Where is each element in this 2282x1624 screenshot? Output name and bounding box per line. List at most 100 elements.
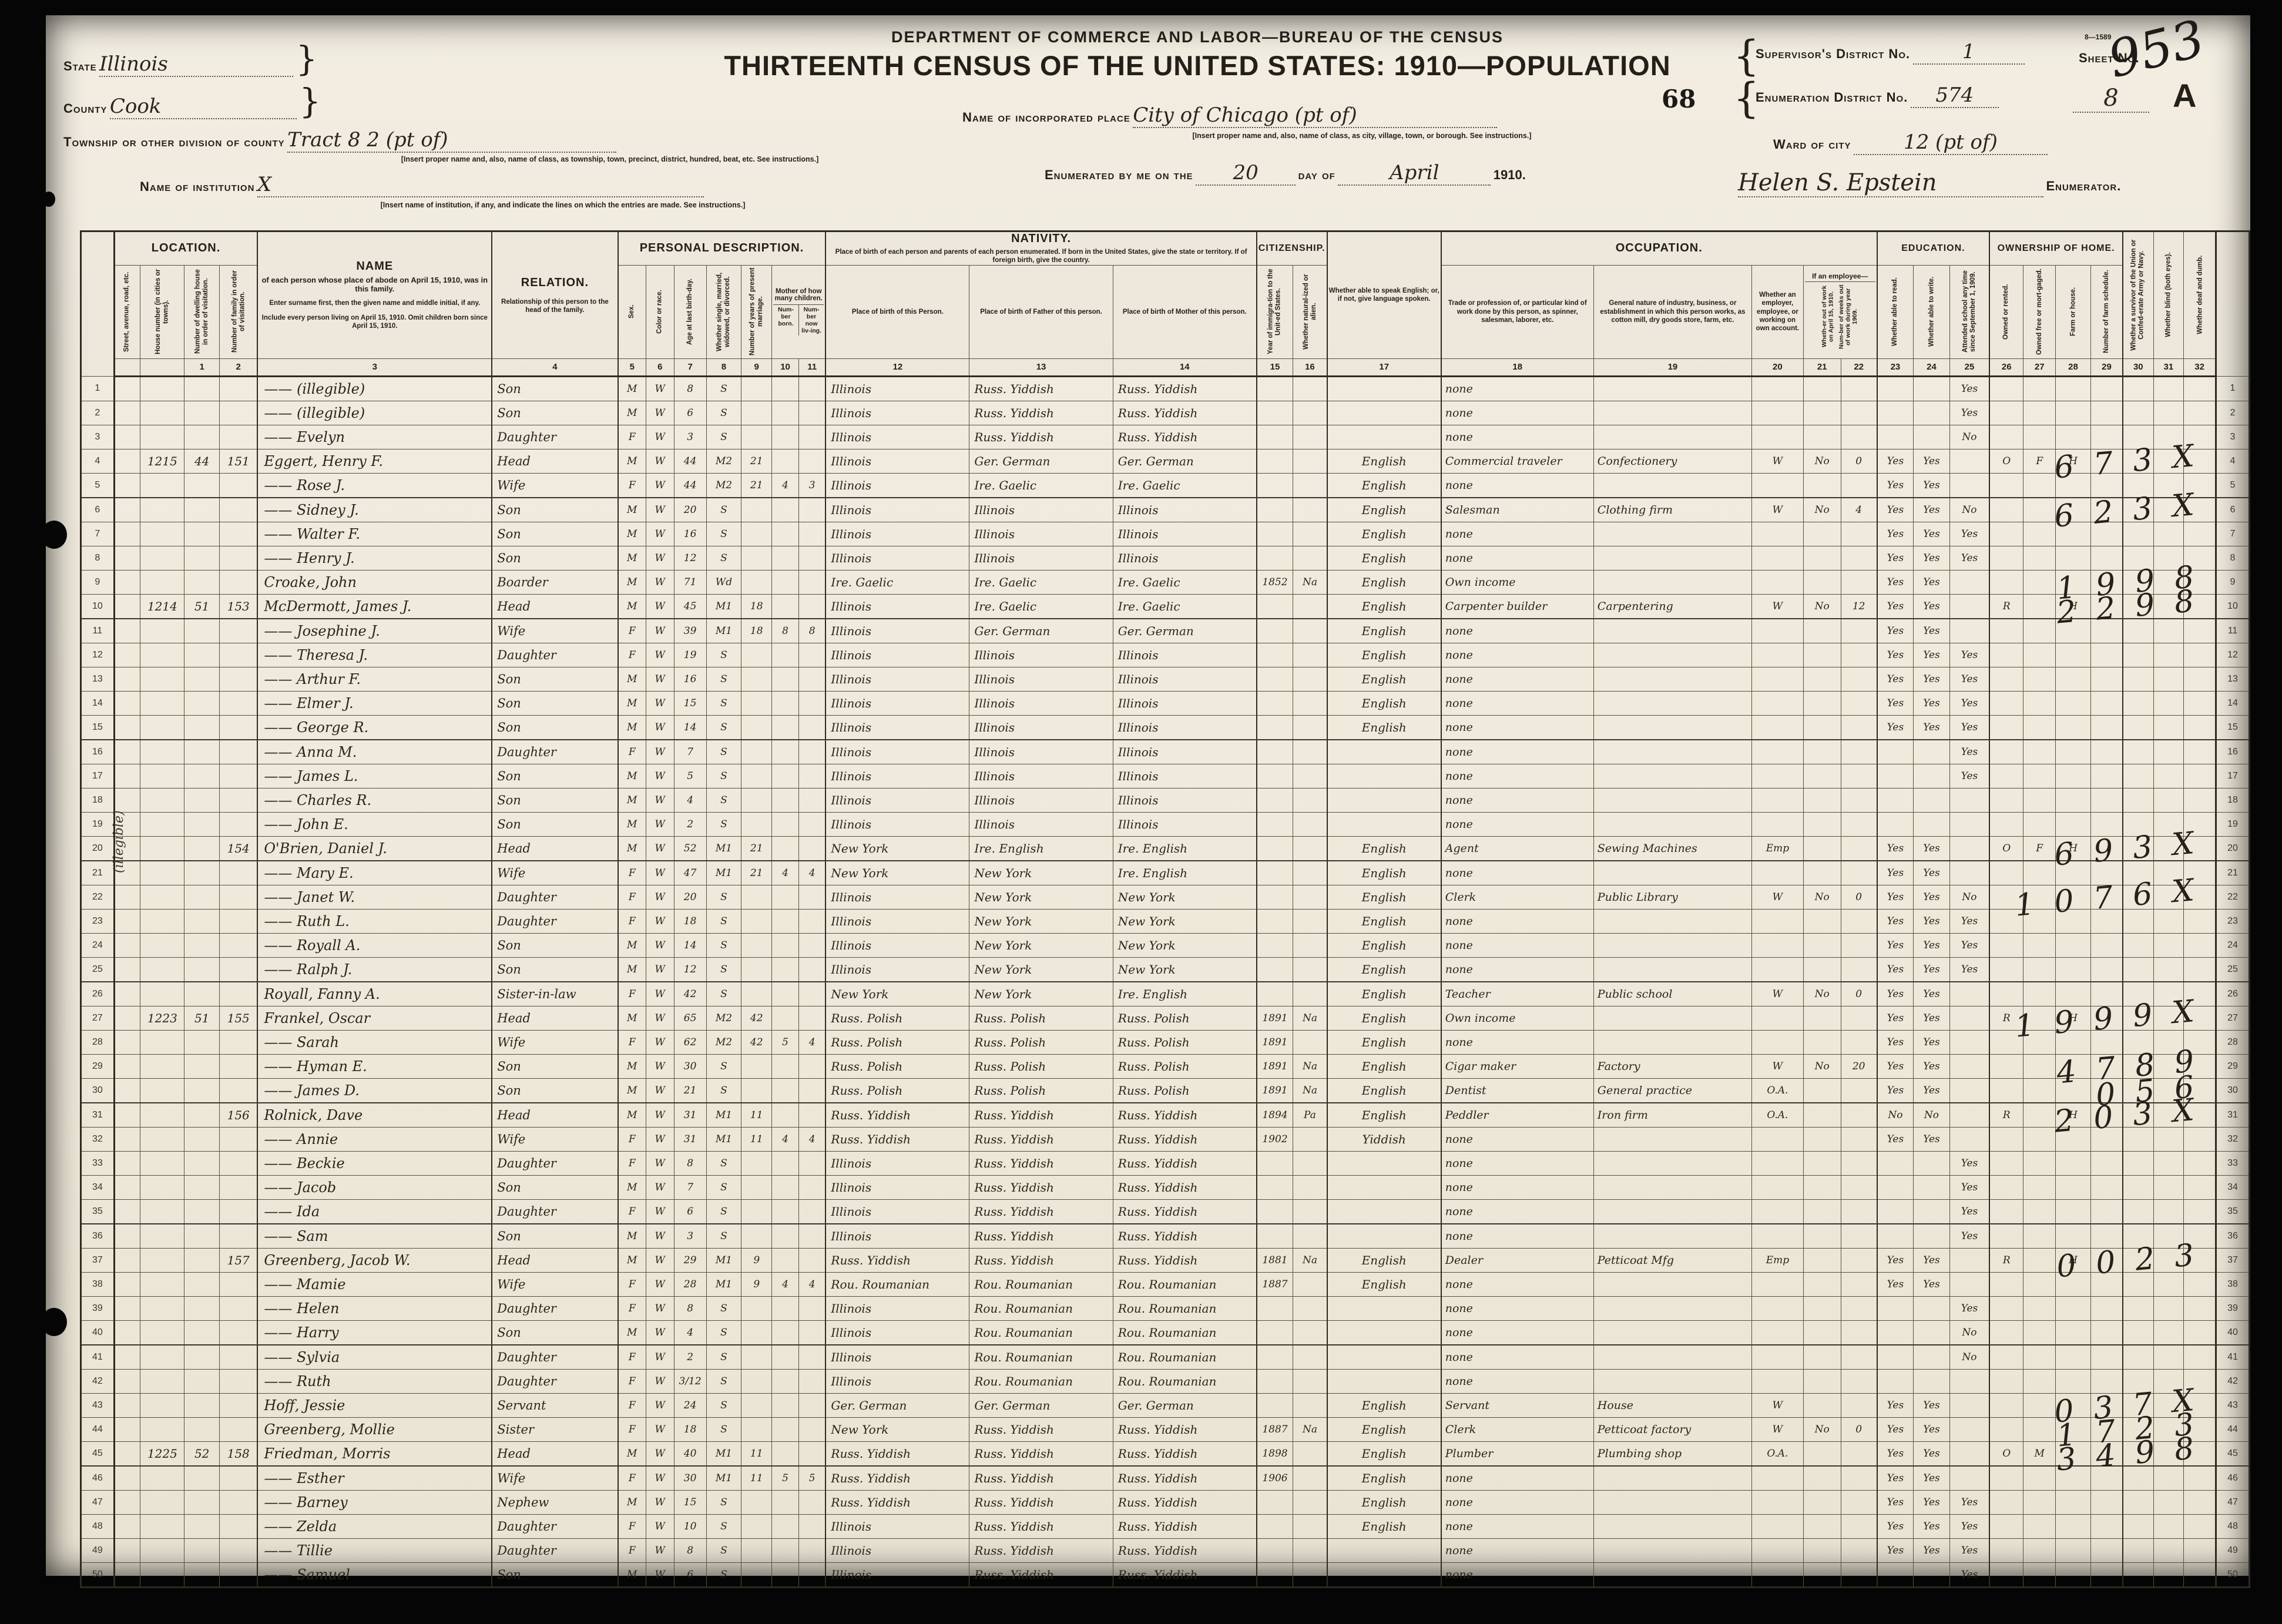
cell-im (1256, 448, 1294, 474)
cell-hn (140, 714, 185, 740)
cell-rl: Daughter (491, 739, 619, 764)
cell-rd (1876, 763, 1914, 788)
cell-cl (798, 1344, 826, 1370)
cell-oc: none (1440, 1538, 1594, 1563)
cell-hn (140, 1296, 185, 1321)
cell-nm: —— Tillie (257, 1538, 492, 1563)
cell-lg: Yiddish (1326, 1126, 1442, 1152)
cell-cb (771, 690, 800, 716)
cell-fs (2090, 1126, 2123, 1152)
cell-lg (1326, 763, 1442, 788)
row-number-left: 13 (80, 666, 115, 692)
cell-im (1256, 593, 1294, 619)
cell-ow (1803, 690, 1841, 716)
cell-oh (1989, 1029, 2024, 1055)
cell-bl (2153, 618, 2184, 643)
cell-rd: Yes (1876, 1441, 1914, 1467)
cell-dd (2183, 1271, 2217, 1297)
cell-oh (1989, 981, 2024, 1006)
cell-sx: F (617, 1150, 646, 1176)
row-number-left: 18 (80, 787, 115, 813)
cell-st (113, 1150, 141, 1176)
cell-wr: Yes (1913, 569, 1950, 595)
cell-sc (1949, 1441, 1990, 1467)
row-number-right: 31 (2214, 1102, 2251, 1128)
cell-wk: 20 (1840, 1053, 1878, 1079)
cell-mb: Ger. German (1112, 1393, 1257, 1418)
cell-hn: 1215 (140, 448, 185, 474)
row-number-left: 33 (80, 1150, 115, 1176)
census-row-6: 6 —— Sidney J. Son M W 20 S Illinois Illinois Ill… (80, 485, 2251, 535)
cell-in (1593, 1489, 1753, 1515)
cell-oh (1989, 642, 2024, 667)
cell-ym (741, 1150, 773, 1176)
cell-ag: 20 (673, 884, 707, 910)
cell-em (1751, 739, 1804, 764)
cell-mb: New York (1112, 908, 1257, 934)
cell-fo (2023, 1271, 2056, 1297)
cell-na (1293, 618, 1328, 643)
cell-ag: 62 (673, 1029, 707, 1055)
cell-bp: Illinois (825, 1199, 970, 1224)
cell-cl (798, 569, 826, 595)
cell-lg: English (1326, 472, 1442, 498)
row-number-right: 36 (2214, 1223, 2251, 1249)
cell-sx: M (617, 521, 646, 546)
cell-fm (219, 1417, 258, 1442)
county-label: County (63, 101, 108, 116)
cell-fs (2090, 1296, 2123, 1321)
cell-ms: M1 (706, 618, 742, 643)
cell-hn (140, 836, 185, 861)
cell-fm (219, 981, 258, 1006)
cell-sv (2122, 400, 2154, 425)
cell-hn (140, 1417, 185, 1442)
cell-st (113, 1538, 141, 1563)
cell-oc: none (1440, 957, 1594, 982)
cell-dd (2183, 1344, 2217, 1370)
census-row-17: 17 —— James L. Son M W 5 S Illinois Illinois Illi… (80, 763, 2251, 788)
if-employee-label: If an employee— (1812, 272, 1868, 281)
cell-sv (2122, 1005, 2154, 1031)
cell-mb: Russ. Yiddish (1112, 1199, 1257, 1224)
cell-sc: No (1949, 497, 1990, 522)
cell-fs (2090, 375, 2123, 401)
cell-bl (2153, 642, 2184, 667)
cell-fs (2090, 618, 2123, 643)
cell-fs (2090, 1489, 2123, 1515)
cell-fh (2055, 1175, 2091, 1200)
cell-fb: Illinois (969, 787, 1113, 813)
cell-em (1751, 1126, 1804, 1152)
cell-sc (1949, 1368, 1990, 1394)
cell-in (1593, 1029, 1753, 1055)
cell-st (113, 1562, 141, 1588)
cell-ow (1803, 666, 1841, 692)
cell-wk (1840, 666, 1878, 692)
cell-oh (1989, 787, 2024, 813)
cell-rl: Daughter (491, 1344, 619, 1370)
col-header-birthplace: Place of birth of this Person. (825, 264, 970, 359)
relation-desc: Relationship of this person to the head … (501, 298, 609, 314)
row-number-right: 26 (2214, 981, 2251, 1006)
cell-dw (184, 1465, 220, 1491)
cell-fb: Rou. Roumanian (969, 1344, 1113, 1370)
cell-in (1593, 957, 1753, 982)
cell-fh (2055, 714, 2091, 740)
cell-lg: English (1326, 884, 1442, 910)
cell-ms: M2 (706, 472, 742, 498)
cell-fh (2055, 545, 2091, 571)
cell-na (1293, 400, 1328, 425)
cell-sx: M (617, 375, 646, 401)
cell-sc: Yes (1949, 1199, 1990, 1224)
cell-bl (2153, 1514, 2184, 1539)
cell-bl (2153, 1393, 2184, 1418)
cell-em (1751, 1150, 1804, 1176)
cell-bl (2153, 1175, 2184, 1200)
cell-lg (1326, 1320, 1442, 1345)
cell-sc: Yes (1949, 1562, 1990, 1588)
cell-cb: 4 (771, 860, 800, 885)
cell-fo (2023, 1320, 2056, 1345)
cell-ms: S (706, 1417, 742, 1442)
cell-rl: Daughter (491, 1514, 619, 1539)
row-number-left: 8 (80, 545, 115, 571)
cell-sv (2122, 521, 2154, 546)
